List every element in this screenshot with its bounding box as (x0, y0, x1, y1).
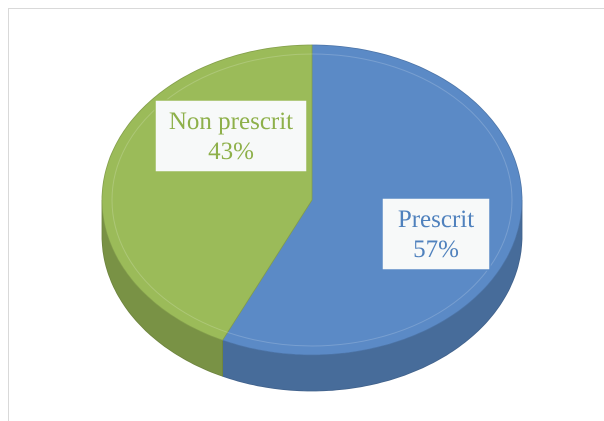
data-labels: Prescrit 57% Non prescrit 43% (154, 99, 491, 271)
data-label-box (154, 99, 308, 173)
data-label-value: 43% (208, 138, 254, 165)
data-label-value: 57% (413, 236, 459, 263)
data-label: Non prescrit 43% (169, 108, 293, 165)
rim-highlight (111, 53, 513, 347)
pie-slice (221, 44, 523, 356)
data-label-category: Non prescrit (169, 108, 293, 135)
data-label: Prescrit 57% (398, 206, 474, 263)
data-label-box (381, 197, 491, 271)
data-label-category: Prescrit (398, 206, 474, 233)
